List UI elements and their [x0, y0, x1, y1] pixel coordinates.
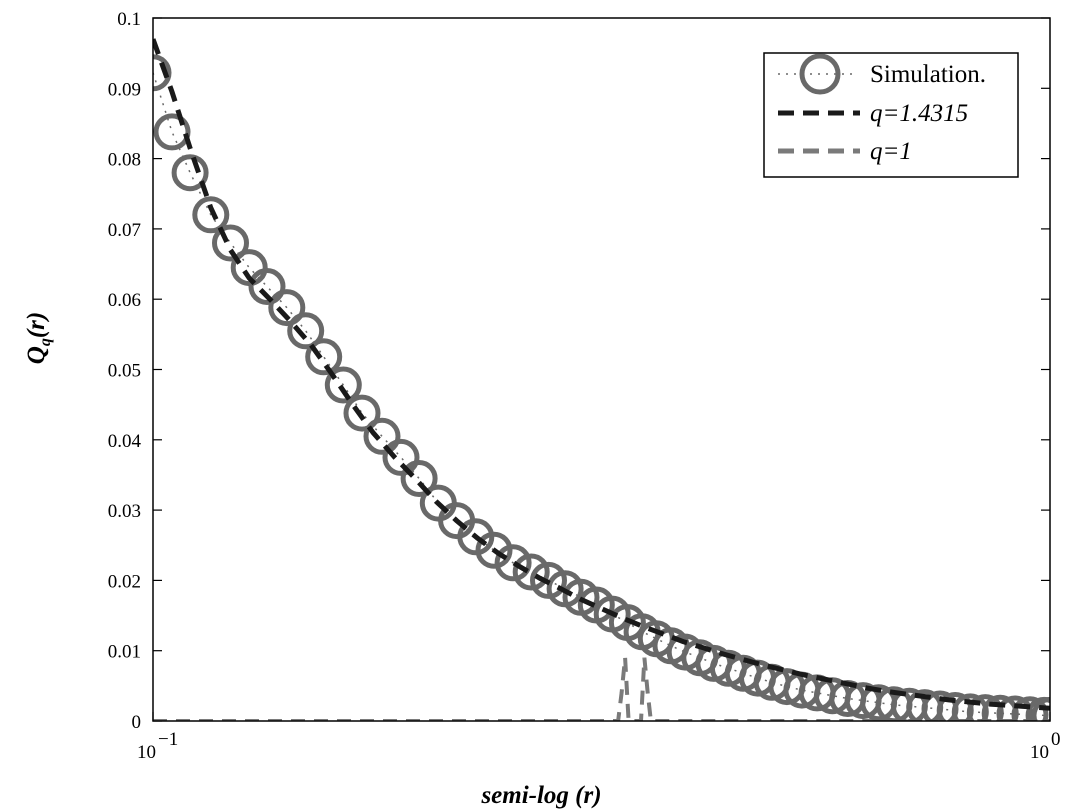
simulation-point — [153, 113, 191, 151]
x-tick-exponent: −1 — [158, 729, 178, 750]
legend-q14315-label: q=1.4315 — [870, 100, 968, 127]
y-tick-label: 0.06 — [108, 290, 141, 311]
series-q14315-line — [153, 38, 1050, 711]
legend-simulation-label: Simulation. — [870, 61, 986, 88]
y-tick-label: 0.05 — [108, 361, 141, 382]
y-axis-title-main: Q — [23, 346, 50, 364]
x-tick-base: 10 — [137, 742, 156, 763]
plot-frame — [152, 17, 1051, 722]
simulation-point — [324, 366, 362, 404]
y-tick-label: 0.07 — [108, 220, 141, 241]
y-tick-label: 0.01 — [108, 642, 141, 663]
y-tick-label: 0.1 — [117, 9, 141, 30]
simulation-point — [153, 54, 172, 92]
legend-q1-label: q=1 — [870, 138, 912, 165]
x-axis-title: semi-log (r) — [480, 782, 601, 809]
legend-simulation-marker — [799, 53, 841, 95]
simulation-point — [1011, 696, 1049, 721]
x-tick-label: 100 — [1030, 729, 1061, 763]
simulation-point — [996, 695, 1034, 721]
simulation-point — [305, 338, 343, 376]
simulation-point — [268, 289, 306, 327]
y-axis-title-tail: (r) — [23, 312, 50, 338]
simulation-point — [287, 312, 325, 350]
y-tick-label: 0.08 — [108, 150, 141, 171]
simulation-point — [400, 460, 438, 497]
y-axis-title-subscript: q — [37, 338, 54, 346]
simulation-point — [192, 196, 230, 234]
legend: Simulation. q=1.4315 q=1 — [763, 52, 1019, 178]
x-tick-base: 10 — [1030, 742, 1049, 763]
simulation-point — [1031, 696, 1050, 721]
axis-labels: 0 0.01 0.02 0.03 0.04 0.05 0.06 0.07 0.08 0.09 0.1… — [23, 9, 1061, 809]
simulation-point — [382, 438, 420, 476]
simulation-point — [475, 531, 513, 569]
simulation-point — [363, 417, 401, 455]
simulation-point — [494, 544, 532, 582]
y-tick-label: 0.02 — [108, 571, 141, 592]
x-tick-exponent: 0 — [1051, 729, 1061, 750]
plot-area — [153, 38, 1050, 721]
y-axis-title: Qq(r) — [23, 312, 54, 364]
y-tick-label: 0.04 — [108, 431, 142, 452]
simulation-point — [512, 553, 550, 591]
x-tick-label: 10−1 — [137, 729, 178, 763]
simulation-point — [343, 394, 381, 432]
simulation-point — [212, 224, 249, 262]
simulation-point — [248, 268, 286, 305]
y-tick-label: 0 — [132, 712, 142, 733]
simulation-point — [171, 154, 209, 192]
y-tick-label: 0.09 — [108, 79, 141, 100]
y-tick-label: 0.03 — [108, 501, 141, 522]
series-q1-line — [153, 657, 1050, 721]
